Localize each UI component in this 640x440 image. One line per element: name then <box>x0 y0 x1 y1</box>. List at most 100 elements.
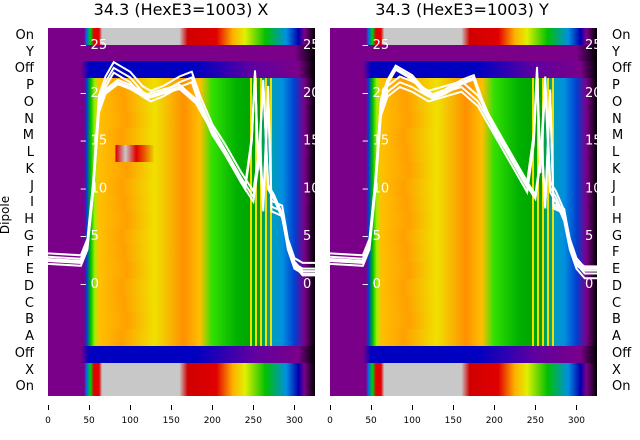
x-tick-mark <box>371 405 373 410</box>
row-label-left: P <box>26 78 34 94</box>
heatmap-row-off <box>330 345 597 363</box>
row-label-left: G <box>23 228 34 244</box>
row-label-left: I <box>30 195 34 211</box>
row-label-left: D <box>23 278 34 294</box>
x-tick-mark <box>48 405 49 410</box>
x-tick-mark <box>89 405 91 410</box>
row-label-left: Off <box>14 61 34 77</box>
row-label-right: C <box>612 295 622 311</box>
heatmap-row-g <box>48 228 315 246</box>
row-label-right: E <box>612 262 621 278</box>
heatmap-row-b <box>48 312 315 330</box>
heatmap-row-y <box>48 44 315 62</box>
heatmap-row-on <box>330 379 597 396</box>
row-label-left: A <box>25 329 34 345</box>
row-label-left: O <box>23 94 34 110</box>
x-tick-mark <box>412 405 414 410</box>
row-label-right: O <box>612 94 623 110</box>
heatmap-row-n <box>330 111 597 129</box>
heatmap-row-f <box>330 245 597 263</box>
heatmap-row-b <box>330 312 597 330</box>
heatmap-row-y <box>330 44 597 62</box>
stripe <box>250 78 253 346</box>
row-label-right: A <box>612 329 621 345</box>
row-label-left: Y <box>26 44 34 60</box>
overlay-y-tick: – 0 <box>80 277 99 292</box>
overlay-y-tick: – 15 <box>80 134 107 149</box>
overlay-line-y <box>330 77 597 280</box>
row-label-left: K <box>25 161 34 177</box>
x-tick-label: 50 <box>365 416 377 426</box>
overlay-y-tick-right: 15 <box>303 134 315 149</box>
heatmap-row-a <box>330 329 597 347</box>
x-tick-mark <box>212 405 214 410</box>
x-tick-label: 100 <box>121 416 139 426</box>
heatmap-row-on <box>330 28 597 45</box>
row-label-left: L <box>26 145 34 161</box>
stripe <box>264 78 267 346</box>
overlay-line-x <box>48 66 315 270</box>
x-tick-mark <box>576 405 578 410</box>
row-label-left: J <box>30 178 34 194</box>
overlay-y-tick: – 15 <box>362 134 389 149</box>
row-label-right: Off <box>612 345 632 361</box>
heatmap-row-m <box>48 128 315 146</box>
overlay-line-y <box>48 70 315 273</box>
stripe <box>259 78 262 346</box>
x-tick-label: 0 <box>45 416 51 426</box>
heatmap-row-o <box>330 94 597 112</box>
x-tick-mark <box>130 405 132 410</box>
row-label-right: N <box>612 111 622 127</box>
row-label-left: X <box>25 362 34 378</box>
overlay-line-y <box>330 72 597 275</box>
stripe <box>537 78 540 346</box>
overlay-y-tick-right: 10 <box>585 181 597 196</box>
row-label-right: Y <box>612 44 620 60</box>
overlay-y-tick-right: 0 <box>585 277 593 292</box>
stripe <box>541 78 544 346</box>
panel-title-x: 34.3 (HexE3=1003) X <box>93 0 269 19</box>
heatmap-row-on <box>48 28 315 45</box>
heatmap-row-f <box>48 245 315 263</box>
stripe <box>546 78 549 346</box>
row-label-right: B <box>612 312 621 328</box>
heatmap-row-e <box>330 262 597 280</box>
heatmap-row-e <box>48 262 315 280</box>
heatmap-row-h <box>48 212 315 229</box>
overlay-y-tick-right: 5 <box>303 229 311 244</box>
x-tick-mark <box>494 405 496 410</box>
row-label-right: M <box>612 128 624 144</box>
x-tick-mark <box>171 405 173 410</box>
heatmap-row-g <box>330 228 597 246</box>
heatmap-row-d <box>48 278 315 296</box>
x-tick-label: 200 <box>485 416 503 426</box>
overlay-line-y <box>330 66 597 269</box>
heatmap-row-a <box>48 329 315 347</box>
row-label-left: E <box>25 262 34 278</box>
overlay-y-tick-right: 25 <box>303 38 315 53</box>
overlay-y-tick: – 25 <box>362 38 389 53</box>
overlay: – 00– 55– 1010– 1515– 2020– 2525 <box>48 38 315 292</box>
row-label-right: On <box>612 379 631 395</box>
heatmap-row-p <box>330 78 597 96</box>
heatmap-y: – 00– 55– 1010– 1515– 2020– 2525 <box>330 28 597 396</box>
row-label-right: K <box>612 161 621 177</box>
overlay-y-tick: – 25 <box>80 38 107 53</box>
row-label-right: On <box>612 28 631 43</box>
heatmap-row-off <box>48 345 315 363</box>
row-label-right: H <box>612 212 622 227</box>
row-label-right: G <box>612 228 623 244</box>
overlay-y-tick-right: 10 <box>303 181 315 196</box>
x-tick-label: 300 <box>567 416 586 426</box>
row-label-left: On <box>15 28 34 43</box>
x-tick-mark <box>535 405 537 410</box>
row-label-right: I <box>612 195 616 211</box>
row-label-left: B <box>25 312 34 328</box>
heatmap-row-i <box>330 195 597 213</box>
x-tick-mark <box>330 405 331 410</box>
row-label-left: C <box>24 295 34 311</box>
row-label-right: L <box>612 145 620 161</box>
stripe <box>551 78 554 346</box>
heatmap-x: – 00– 55– 1010– 1515– 2020– 2525 <box>48 28 315 396</box>
row-label-left: H <box>24 212 34 227</box>
